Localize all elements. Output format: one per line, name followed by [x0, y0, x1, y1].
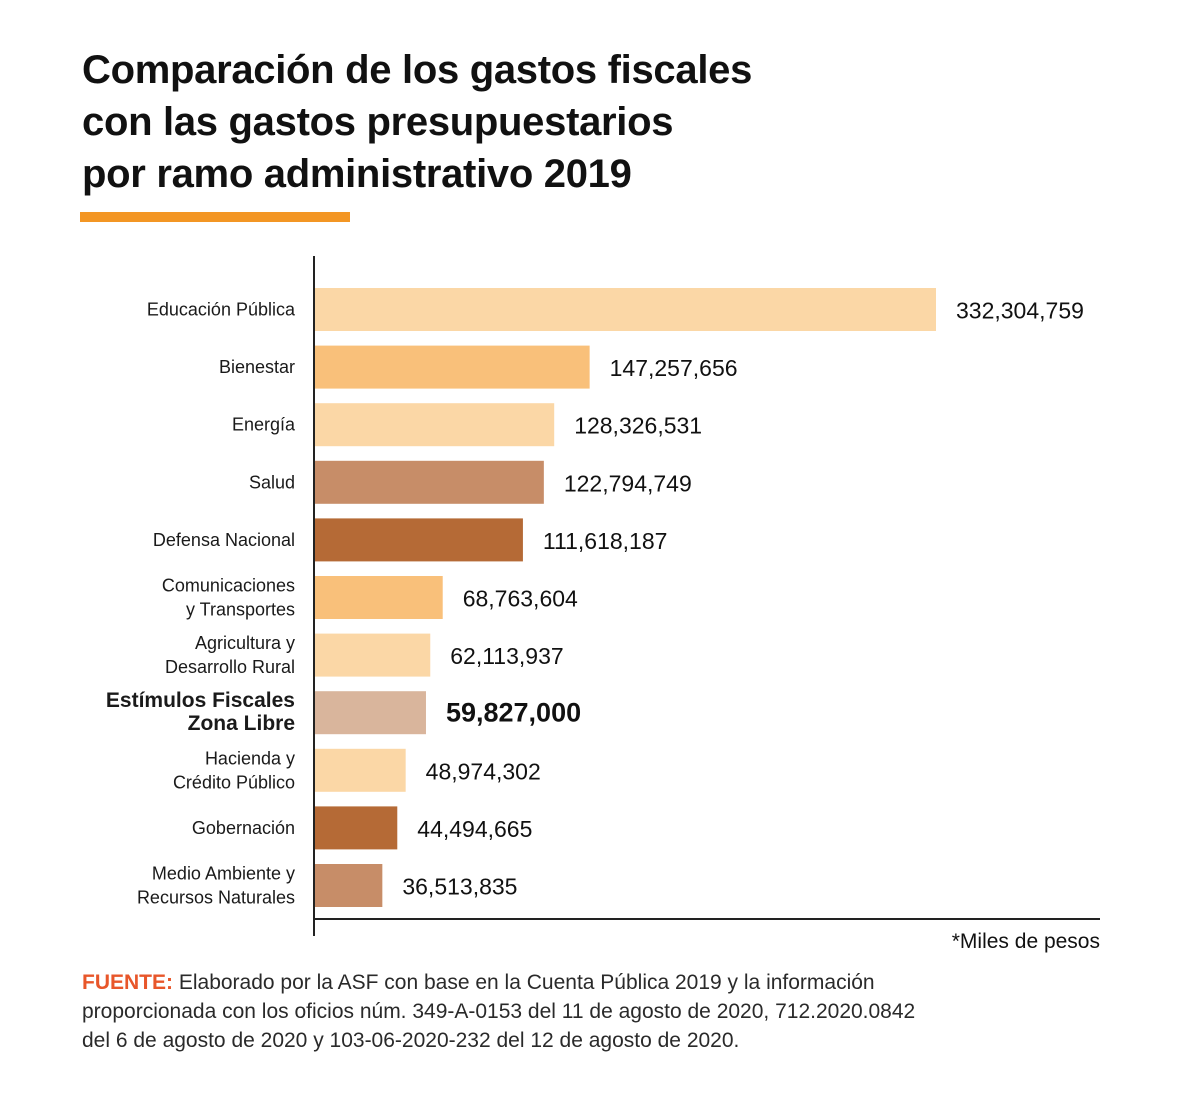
category-label: Energía — [232, 415, 296, 435]
category-label: Salud — [249, 472, 295, 492]
category-label: Recursos Naturales — [137, 888, 295, 908]
category-label: Crédito Público — [173, 772, 295, 792]
chart-title: Comparación de los gastos fiscales con l… — [82, 44, 1082, 200]
value-label: 147,257,656 — [610, 355, 738, 381]
category-label: Medio Ambiente y — [152, 864, 295, 884]
bar-chart: Educación Pública 332,304,759 Bienestar 147… — [106, 256, 1100, 936]
bar — [314, 633, 431, 677]
category-label: Estímulos Fiscales — [106, 689, 295, 712]
category-label: Comunicaciones — [162, 576, 295, 596]
category-label: Desarrollo Rural — [165, 657, 295, 677]
bar — [314, 460, 544, 504]
value-label: 48,974,302 — [426, 758, 541, 784]
source-line: FUENTE: Elaborado por la ASF con base en… — [82, 968, 1142, 997]
category-label: Educación Pública — [147, 300, 296, 320]
unit-note: *Miles de pesos — [951, 930, 1100, 953]
bar — [314, 576, 443, 619]
source-label: FUENTE: — [82, 971, 173, 994]
category-label: Bienestar — [219, 357, 295, 377]
value-label: 111,618,187 — [543, 528, 668, 554]
title-line: Comparación de los gastos fiscales — [82, 48, 753, 92]
category-label: Zona Libre — [188, 712, 295, 735]
value-label: 68,763,604 — [463, 586, 578, 612]
value-label: 44,494,665 — [417, 816, 532, 842]
value-label: 332,304,759 — [956, 298, 1084, 324]
source-note: FUENTE: Elaborado por la ASF con base en… — [82, 968, 1142, 1055]
source-line: proporcionada con los oficios núm. 349-A… — [82, 1000, 916, 1023]
value-label: 62,113,937 — [450, 643, 563, 669]
value-label: 59,827,000 — [446, 698, 581, 728]
source-text: Elaborado por la ASF con base en la Cuen… — [178, 971, 875, 994]
bar — [314, 691, 426, 735]
category-label: Gobernación — [192, 818, 295, 838]
source-line: del 6 de agosto de 2020 y 103-06-2020-23… — [82, 1029, 740, 1052]
title-line: por ramo administrativo 2019 — [82, 152, 632, 196]
bar — [314, 864, 383, 907]
bar — [314, 403, 555, 447]
bar — [314, 345, 590, 389]
bar — [314, 806, 398, 850]
category-label: Defensa Nacional — [153, 530, 295, 550]
category-label: Agricultura y — [195, 633, 295, 653]
bar — [314, 748, 406, 792]
value-label: 122,794,749 — [564, 470, 692, 496]
title-accent-rule — [80, 212, 350, 222]
category-label: y Transportes — [186, 600, 295, 620]
bar — [314, 288, 936, 331]
bar — [314, 518, 523, 562]
category-label: Hacienda y — [205, 748, 295, 768]
value-label: 128,326,531 — [574, 413, 702, 439]
title-line: con las gastos presupuestarios — [82, 100, 674, 144]
value-label: 36,513,835 — [402, 874, 517, 900]
